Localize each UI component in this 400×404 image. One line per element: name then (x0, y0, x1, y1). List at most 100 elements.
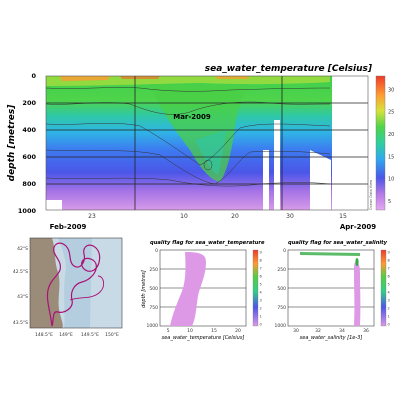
x-day-tick: 23 (88, 213, 96, 220)
qf-temp-y-ticks: 0 250 500 750 1000 (147, 248, 159, 329)
x-day-tick: 15 (339, 213, 347, 220)
qf-temp-x-label: sea_water_temperature [Celsius] (162, 335, 245, 341)
qf-colorbar-tick: 2 (260, 307, 262, 311)
y-tick-label: 250 (149, 267, 158, 273)
x-axis-day-ticks: 23 10 20 30 15 (88, 213, 347, 220)
y-tick-label: 0 (155, 248, 158, 254)
gap (263, 150, 269, 210)
x-day-tick: 10 (180, 213, 188, 220)
qf-colorbar-tick: 8 (388, 259, 390, 263)
y-tick-label: 1000 (275, 323, 287, 329)
x-tick-label: 30 (293, 328, 299, 334)
track-line (46, 242, 101, 327)
qf-colorbar-tick: 7 (388, 267, 390, 271)
temperature-section-plot: sea_water_temperature [Celsius] depth [m… (7, 64, 394, 231)
x-tick-label: 34 (339, 328, 345, 334)
x-month-tick: Feb-2009 (50, 223, 87, 231)
qf-colorbar-tick: 5 (388, 283, 390, 287)
track-line (69, 275, 105, 301)
colorbar-tick: 20 (388, 132, 394, 138)
qf-colorbar-tick: 3 (260, 299, 262, 303)
qf-colorbar-tick: 1 (260, 315, 262, 319)
qf-temp-y-label: depth [metres] (141, 270, 147, 308)
qf-sal-x-label: sea_water_salinity [1e-3] (300, 335, 363, 341)
qf-salinity-plot: quality flag for sea_water_salinity 0 25… (275, 240, 391, 341)
lon-tick: 149°E (59, 332, 73, 338)
qf-colorbar-tick: 4 (260, 291, 263, 295)
plot-frame (45, 75, 369, 211)
y-tick-label: 800 (22, 180, 36, 188)
heatmap-field (46, 76, 368, 210)
qf-colorbar-tick: 6 (388, 275, 390, 279)
y-tick-label: 500 (149, 286, 158, 292)
colorbar-tick: 10 (388, 177, 394, 183)
colorbar-tick: 5 (388, 199, 391, 205)
lon-tick: 150°E (105, 332, 119, 338)
track-map: 42°S 42.5°S 43°S 43.5°S 148.5°E 149°E 14… (13, 237, 123, 338)
map-x-ticks: 148.5°E 149°E 149.5°E 150°E (35, 332, 119, 338)
qf-colorbar-tick: 4 (388, 291, 391, 295)
y-tick-label: 400 (22, 126, 36, 134)
colorbar-credit: Ocean Data View (369, 180, 373, 210)
y-tick-label: 200 (22, 99, 36, 107)
qf-temp-points (170, 252, 206, 326)
qf-colorbar-tick: 0 (388, 323, 390, 327)
qf-colorbar-tick: 9 (260, 251, 262, 255)
y-axis-ticks: 0 200 400 600 800 1000 (18, 72, 37, 215)
qf-colorbar-tick: 2 (388, 307, 390, 311)
qf-temp-title: quality flag for sea_water_temperature (150, 240, 265, 246)
x-tick-label: 15 (211, 328, 217, 334)
colorbar-tick: 15 (388, 154, 394, 160)
lon-tick: 148.5°E (35, 332, 53, 338)
y-tick-label: 1000 (147, 323, 159, 329)
x-axis-month-ticks: Feb-2009 Mar-2009 Apr-2009 (50, 113, 377, 231)
qf-colorbar-tick: 7 (260, 267, 262, 271)
qf-colorbar-tick: 1 (388, 315, 390, 319)
qf-temperature-plot: quality flag for sea_water_temperature d… (141, 240, 265, 341)
y-tick-label: 250 (277, 267, 286, 273)
map-land (30, 238, 63, 328)
qf-colorbar-tick: 0 (260, 323, 262, 327)
y-tick-label: 600 (22, 153, 36, 161)
qf-sal-colorbar (380, 249, 387, 327)
x-day-tick: 20 (231, 213, 239, 220)
glider-track (46, 242, 105, 327)
temperature-colorbar: 5 10 15 20 25 30 Ocean Data View (369, 75, 394, 211)
y-tick-label: 750 (277, 305, 286, 311)
y-tick-label: 750 (149, 305, 158, 311)
qf-sal-x-ticks: 30 32 34 36 (293, 328, 369, 334)
qf-sal-flag-cluster (355, 258, 359, 266)
y-tick-label: 1000 (18, 207, 37, 215)
qf-sal-y-ticks: 0 250 500 750 1000 (275, 248, 287, 329)
chart-title: sea_water_temperature [Celsius] (205, 64, 373, 74)
y-tick-label: 500 (277, 286, 286, 292)
qf-colorbar-tick: 8 (260, 259, 262, 263)
lat-tick: 43°S (17, 294, 28, 300)
lat-tick: 43.5°S (13, 320, 28, 326)
y-tick-label: 0 (283, 248, 286, 254)
qf-temp-x-ticks: 5 10 15 20 (167, 328, 241, 334)
qf-colorbar-tick: 5 (260, 283, 262, 287)
x-day-tick: 30 (286, 213, 294, 220)
map-frame (29, 237, 123, 329)
qf-colorbar-tick: 3 (388, 299, 390, 303)
qf-colorbar-tick: 9 (388, 251, 390, 255)
lon-tick: 149.5°E (81, 332, 99, 338)
x-month-tick: Mar-2009 (173, 113, 211, 121)
qf-sal-title: quality flag for sea_water_salinity (288, 240, 388, 246)
colorbar-gradient (375, 75, 386, 211)
x-tick-label: 32 (315, 328, 321, 334)
x-tick-label: 36 (363, 328, 369, 334)
y-axis-label: depth [metres] (7, 104, 17, 182)
x-month-tick: Apr-2009 (340, 223, 376, 231)
qf-sal-points (354, 262, 361, 326)
lat-tick: 42°S (17, 246, 28, 252)
y-tick-label: 0 (31, 72, 36, 80)
map-y-ticks: 42°S 42.5°S 43°S 43.5°S (13, 246, 28, 326)
qf-colorbar-tick: 6 (260, 275, 262, 279)
x-tick-label: 10 (187, 328, 193, 334)
colorbar-tick: 30 (388, 87, 394, 93)
colorbar-tick: 25 (388, 110, 394, 116)
grid-lines (46, 76, 368, 210)
